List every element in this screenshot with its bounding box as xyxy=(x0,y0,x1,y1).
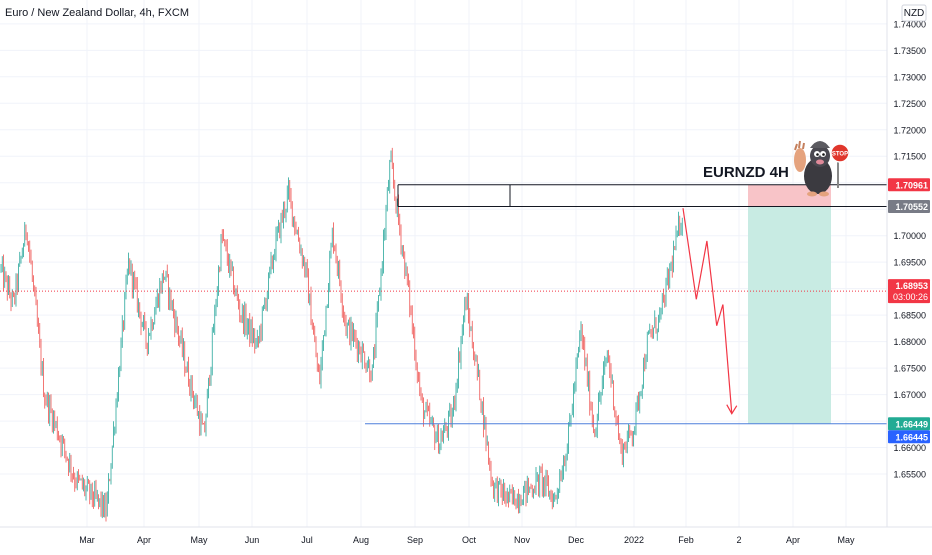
currency-badge-label: NZD xyxy=(904,8,925,19)
price-badge-entry xyxy=(888,199,930,213)
time-tick-label: 2 xyxy=(736,535,741,545)
price-tick-label: 1.73000 xyxy=(893,72,926,82)
price-badge-secondary xyxy=(888,430,930,444)
time-tick-label: Mar xyxy=(79,535,95,545)
price-tick-label: 1.69500 xyxy=(893,258,926,268)
candles-layer xyxy=(0,147,683,522)
time-tick-label: May xyxy=(837,535,855,545)
projection-arrowhead xyxy=(726,404,738,415)
price-tick-label: 1.68500 xyxy=(893,311,926,321)
price-tick-label: 1.67500 xyxy=(893,364,926,374)
time-tick-label: Jul xyxy=(301,535,313,545)
time-axis-panel[interactable] xyxy=(0,527,932,550)
lines-layer xyxy=(0,184,887,425)
price-badge-target xyxy=(888,417,930,431)
projection-layer xyxy=(682,208,738,415)
price-tick-label: 1.72500 xyxy=(893,99,926,109)
time-tick-label: Apr xyxy=(137,535,151,545)
price-badge-current-countdown: 03:00:26 xyxy=(893,292,928,302)
price-tick-label: 1.72000 xyxy=(893,125,926,135)
mole-stop-sign-icon: STOP xyxy=(794,140,850,197)
price-badge-entry-label: 1.70552 xyxy=(895,202,928,212)
time-axis: Mar Apr May Jun Jul Aug Sep Oct Nov Dec 2022 Feb 2 Ap… xyxy=(79,535,855,545)
stop-sign-text: STOP xyxy=(832,152,848,158)
take-profit-zone xyxy=(748,206,831,424)
price-tick-label: 1.73500 xyxy=(893,46,926,56)
price-badge-secondary-label: 1.66445 xyxy=(895,432,928,442)
time-tick-label: Oct xyxy=(462,535,477,545)
projection-path xyxy=(682,208,733,414)
price-tick-label: 1.65500 xyxy=(893,470,926,480)
price-badge-stop xyxy=(888,178,930,192)
time-tick-label: Nov xyxy=(514,535,531,545)
price-badge-target-label: 1.66449 xyxy=(895,419,928,429)
time-tick-label: 2022 xyxy=(624,535,644,545)
grid-layer xyxy=(0,0,887,527)
price-tick-label: 1.66000 xyxy=(893,443,926,453)
price-tick-label: 1.71500 xyxy=(893,152,926,162)
time-tick-label: May xyxy=(190,535,208,545)
price-badge-stop-label: 1.70961 xyxy=(895,180,928,190)
time-tick-label: Apr xyxy=(786,535,800,545)
price-tick-label: 1.68000 xyxy=(893,337,926,347)
time-tick-label: Jun xyxy=(245,535,260,545)
time-tick-label: Aug xyxy=(353,535,369,545)
zone-layer xyxy=(748,184,831,424)
currency-badge[interactable]: NZD xyxy=(901,4,927,22)
price-tick-label: 1.70000 xyxy=(893,231,926,241)
chart-annotation-label[interactable]: EURNZD 4H xyxy=(703,164,789,181)
price-tick-label: 1.74000 xyxy=(893,19,926,29)
time-tick-label: Feb xyxy=(678,535,694,545)
price-badge-current-label: 1.68953 xyxy=(895,281,928,291)
price-badge-current xyxy=(888,279,930,304)
price-tick-label: 1.67000 xyxy=(893,390,926,400)
time-tick-label: Dec xyxy=(568,535,585,545)
symbol-title: Euro / New Zealand Dollar, 4h, FXCM xyxy=(5,7,189,19)
time-tick-label: Sep xyxy=(407,535,423,545)
